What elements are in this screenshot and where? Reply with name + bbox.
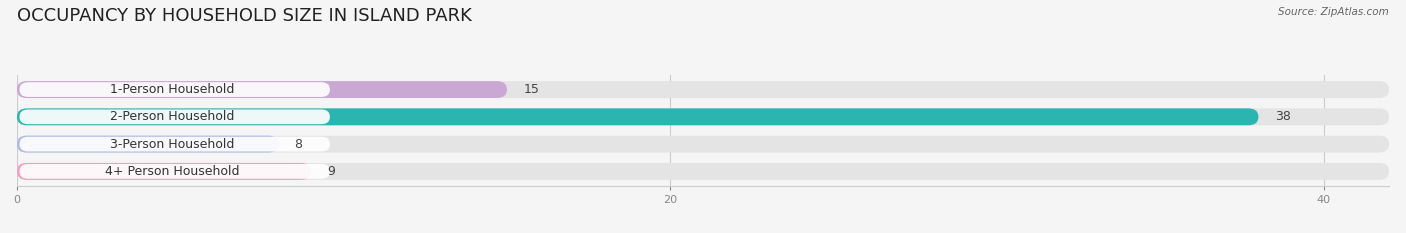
FancyBboxPatch shape — [20, 164, 330, 179]
Text: Source: ZipAtlas.com: Source: ZipAtlas.com — [1278, 7, 1389, 17]
Text: 3-Person Household: 3-Person Household — [110, 138, 235, 151]
FancyBboxPatch shape — [17, 81, 1389, 98]
FancyBboxPatch shape — [20, 82, 330, 97]
FancyBboxPatch shape — [17, 136, 1389, 153]
Text: 8: 8 — [295, 138, 302, 151]
FancyBboxPatch shape — [17, 108, 1389, 125]
FancyBboxPatch shape — [17, 136, 278, 153]
Text: 2-Person Household: 2-Person Household — [110, 110, 235, 123]
Text: 4+ Person Household: 4+ Person Household — [105, 165, 239, 178]
FancyBboxPatch shape — [17, 163, 311, 180]
Text: 9: 9 — [328, 165, 335, 178]
Text: 38: 38 — [1275, 110, 1291, 123]
FancyBboxPatch shape — [17, 108, 1258, 125]
Text: OCCUPANCY BY HOUSEHOLD SIZE IN ISLAND PARK: OCCUPANCY BY HOUSEHOLD SIZE IN ISLAND PA… — [17, 7, 472, 25]
FancyBboxPatch shape — [20, 137, 330, 151]
FancyBboxPatch shape — [17, 81, 508, 98]
Text: 1-Person Household: 1-Person Household — [110, 83, 235, 96]
Text: 15: 15 — [523, 83, 538, 96]
FancyBboxPatch shape — [20, 110, 330, 124]
FancyBboxPatch shape — [17, 163, 1389, 180]
